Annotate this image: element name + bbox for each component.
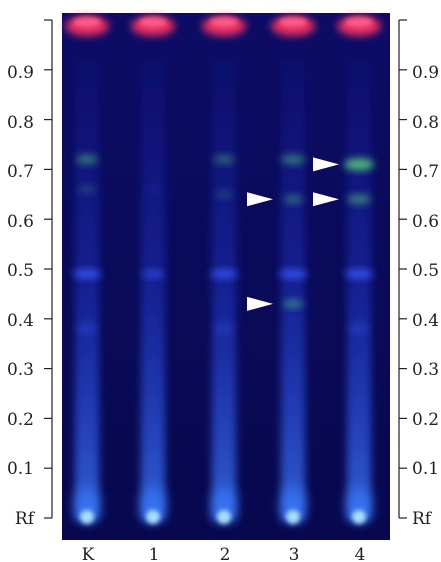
lane-streak <box>347 60 371 520</box>
right-tick-label-0.6: 0.6 <box>412 212 440 232</box>
band-spot <box>349 324 369 334</box>
right-tick-label-0.4: 0.4 <box>412 311 440 331</box>
band-spot <box>76 154 98 165</box>
band-spot <box>144 185 162 193</box>
left-tick-label-0.8: 0.8 <box>6 113 34 133</box>
band-spot <box>210 269 238 279</box>
left-origin-label: Rf <box>14 509 34 529</box>
band-spot <box>281 154 305 165</box>
left-tick-label-0.4: 0.4 <box>6 311 34 331</box>
left-tick-label-0.3: 0.3 <box>6 360 34 380</box>
origin-spot <box>146 510 160 524</box>
band-spot <box>213 154 235 164</box>
arrow-right-icon <box>247 296 273 311</box>
left-rf-axis <box>44 19 53 519</box>
right-origin-label: Rf <box>412 509 432 529</box>
left-tick-label-0.7: 0.7 <box>6 162 34 182</box>
origin-spot <box>286 510 300 524</box>
lane-streak <box>212 60 236 520</box>
lane-label-1: 1 <box>148 545 160 562</box>
lane-streak <box>281 60 305 520</box>
solvent-front-core <box>139 17 167 27</box>
left-tick-label-0.6: 0.6 <box>6 212 34 232</box>
band-spot <box>283 299 303 308</box>
right-tick-label-0.1: 0.1 <box>412 459 440 479</box>
band-spot <box>77 185 97 194</box>
lane-label-k: K <box>81 545 95 562</box>
lane-streaks <box>75 60 371 520</box>
solvent-front-core <box>73 17 101 27</box>
right-tick-label-0.3: 0.3 <box>412 360 440 380</box>
band-spot <box>283 194 303 204</box>
origin-spot <box>80 510 94 524</box>
lane-label-2: 2 <box>219 545 231 562</box>
arrow-left-icon <box>313 157 339 172</box>
lane-streak <box>141 60 165 520</box>
lane-streak <box>75 60 99 520</box>
band-spot <box>215 190 233 199</box>
band-spot <box>347 194 371 205</box>
solvent-front-core <box>210 17 238 27</box>
solvent-front-spots <box>65 16 381 36</box>
solvent-front-core <box>345 17 373 27</box>
origin-spots <box>75 487 371 524</box>
right-tick-label-0.2: 0.2 <box>412 410 440 430</box>
lane-label-3: 3 <box>288 545 300 562</box>
right-tick-label-0.9: 0.9 <box>412 63 440 83</box>
marker-arrows <box>247 157 339 311</box>
left-tick-label-0.9: 0.9 <box>6 63 34 83</box>
solvent-front-core <box>279 17 307 27</box>
band-spot <box>279 269 307 279</box>
arrow-left-icon <box>313 192 339 207</box>
arrow-right-icon <box>247 192 273 207</box>
right-tick-label-0.5: 0.5 <box>412 261 440 281</box>
left-tick-label-0.1: 0.1 <box>6 459 34 479</box>
lane-label-4: 4 <box>354 545 366 562</box>
left-tick-label-0.2: 0.2 <box>6 410 34 430</box>
lane-bands <box>73 154 374 334</box>
band-spot <box>141 269 165 278</box>
right-tick-label-0.8: 0.8 <box>412 113 440 133</box>
band-spot <box>345 269 373 279</box>
left-tick-label-0.5: 0.5 <box>6 261 34 281</box>
right-rf-axis <box>398 19 407 519</box>
band-spot <box>214 324 234 334</box>
right-tick-label-0.7: 0.7 <box>412 162 440 182</box>
band-spot <box>73 269 101 279</box>
band-spot <box>77 324 97 334</box>
band-spot <box>344 158 374 171</box>
origin-spot <box>217 510 231 524</box>
origin-spot <box>352 510 366 524</box>
